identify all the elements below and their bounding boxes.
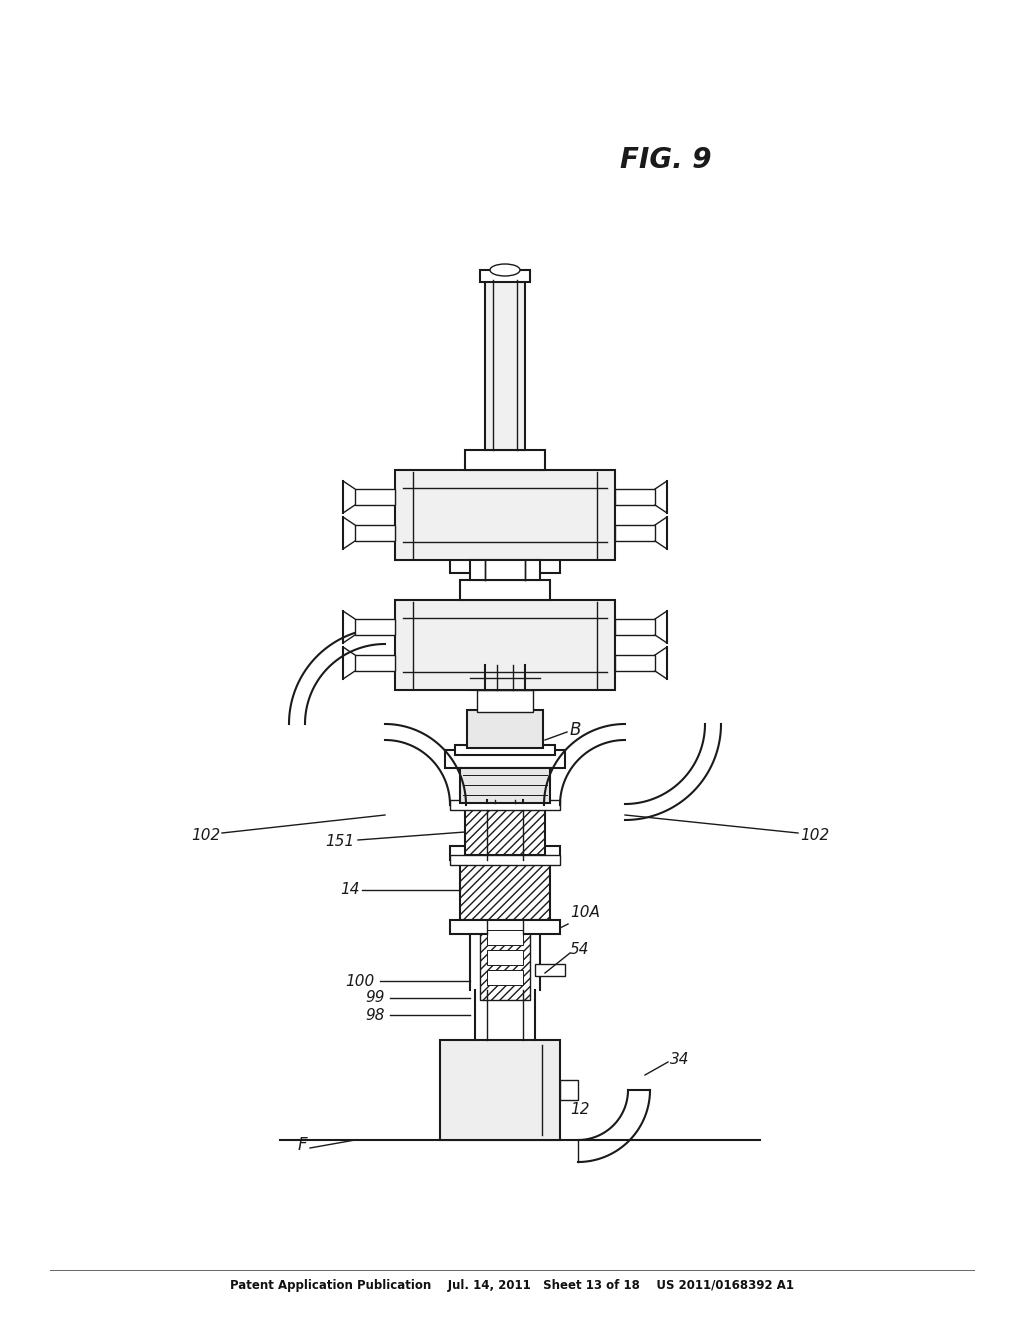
Bar xyxy=(615,488,655,506)
Text: 54: 54 xyxy=(570,942,590,957)
Text: 102: 102 xyxy=(800,828,829,842)
Text: 98: 98 xyxy=(366,1007,385,1023)
Bar xyxy=(487,950,523,965)
Bar xyxy=(615,619,655,635)
Bar xyxy=(465,450,545,470)
Text: F: F xyxy=(297,1137,307,1154)
Bar xyxy=(485,280,525,450)
Bar xyxy=(470,665,540,690)
Bar xyxy=(480,271,530,282)
Bar xyxy=(477,690,534,711)
Bar xyxy=(355,488,395,506)
Bar xyxy=(487,970,523,985)
Text: 100: 100 xyxy=(346,974,375,989)
Bar xyxy=(450,846,560,861)
Bar xyxy=(355,655,395,671)
Text: 99: 99 xyxy=(366,990,385,1006)
Text: 102: 102 xyxy=(190,828,220,842)
Bar xyxy=(460,579,550,601)
Bar xyxy=(467,710,543,748)
Text: 14: 14 xyxy=(341,883,360,898)
Text: 151: 151 xyxy=(326,834,355,850)
Bar xyxy=(450,920,560,935)
Bar xyxy=(470,560,540,579)
Bar xyxy=(450,800,560,810)
Text: FIG. 9: FIG. 9 xyxy=(620,147,712,174)
Bar xyxy=(487,931,523,945)
Bar xyxy=(395,601,615,690)
Ellipse shape xyxy=(490,264,520,276)
Bar xyxy=(460,768,550,803)
Bar xyxy=(450,557,560,573)
Text: B: B xyxy=(570,721,582,739)
Bar xyxy=(475,543,535,557)
Bar xyxy=(455,744,555,755)
Text: 10A: 10A xyxy=(570,906,600,920)
Bar xyxy=(395,470,615,560)
Text: 34: 34 xyxy=(670,1052,689,1068)
Bar xyxy=(480,920,530,1001)
Bar xyxy=(460,861,550,920)
Text: Patent Application Publication    Jul. 14, 2011   Sheet 13 of 18    US 2011/0168: Patent Application Publication Jul. 14, … xyxy=(230,1279,794,1291)
Bar xyxy=(615,655,655,671)
Bar xyxy=(355,619,395,635)
Bar xyxy=(560,1080,578,1100)
Bar xyxy=(535,964,565,975)
Bar xyxy=(615,525,655,541)
Bar xyxy=(355,525,395,541)
Bar xyxy=(440,1040,560,1140)
Bar xyxy=(450,855,560,865)
Text: 12: 12 xyxy=(570,1102,590,1118)
Bar xyxy=(445,750,565,768)
Bar xyxy=(465,810,545,855)
